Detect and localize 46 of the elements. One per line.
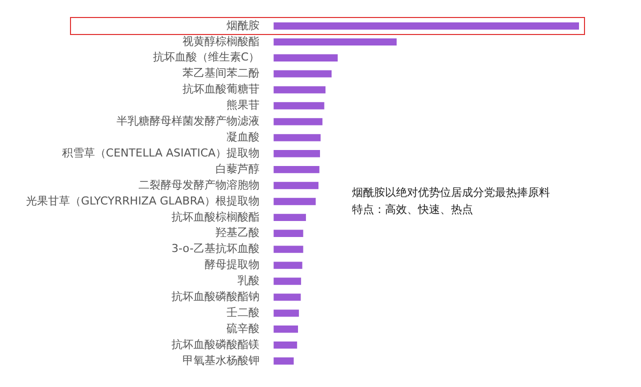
bar: [274, 182, 318, 190]
annotation: 烟酰胺以绝对优势位居成分党最热捧原料: [352, 185, 550, 201]
y-tick-label: 乳酸: [238, 274, 260, 288]
y-tick-label: 二裂酵母发酵产物溶胞物: [138, 178, 260, 192]
bar: [274, 198, 316, 206]
y-tick-label: 壬二酸: [226, 306, 260, 320]
bar: [274, 262, 302, 269]
y-tick-label: 苯乙基间苯二酚: [182, 66, 260, 80]
y-tick-label: 白藜芦醇: [216, 162, 260, 176]
bar: [274, 357, 294, 365]
bar: [274, 150, 320, 158]
bar: [274, 278, 302, 285]
y-tick-label: 抗坏血酸磷酸酯钠: [172, 290, 260, 304]
bar: [274, 54, 338, 62]
bar: [274, 102, 324, 110]
y-tick-label: 视黄醇棕榈酸酯: [182, 34, 260, 48]
y-tick-label: 光果甘草（GLYCYRRHIZA GLABRA）根提取物: [26, 194, 260, 208]
bar: [274, 310, 299, 317]
bar: [274, 86, 326, 94]
bar: [274, 230, 304, 237]
y-tick-label: 半乳糖酵母样菌发酵产物滤液: [116, 114, 260, 128]
y-tick-label: 烟酰胺: [226, 18, 260, 32]
y-tick-label: 抗坏血酸（维生素C）: [152, 50, 260, 64]
bar: [274, 70, 332, 78]
y-tick-label: 抗坏血酸葡糖苷: [182, 82, 260, 96]
y-tick-label: 酵母提取物: [204, 258, 260, 272]
bar: [274, 38, 397, 46]
bar: [274, 214, 306, 222]
y-tick-label: 积雪草（CENTELLA ASIATICA）提取物: [62, 146, 260, 160]
y-tick-label: 3-o-乙基抗坏血酸: [171, 242, 260, 256]
y-tick-label: 羟基乙酸: [216, 226, 260, 240]
bar: [274, 326, 298, 333]
bar: [274, 22, 579, 30]
bar: [274, 118, 322, 126]
bar: [274, 134, 321, 142]
bar: [274, 294, 301, 301]
y-tick-label: 甲氧基水杨酸钾: [182, 354, 260, 367]
y-tick-label: 熊果苷: [226, 98, 260, 112]
annotation: 特点：高效、快速、热点: [352, 202, 474, 218]
bar: [274, 246, 304, 253]
bar: [274, 166, 320, 174]
bar: [274, 341, 298, 349]
y-tick-label: 凝血酸: [226, 130, 260, 144]
y-tick-label: 抗坏血酸磷酸酯镁: [172, 338, 260, 351]
y-tick-label: 抗坏血酸棕榈酸酯: [172, 210, 260, 224]
y-tick-label: 硫辛酸: [226, 322, 260, 335]
